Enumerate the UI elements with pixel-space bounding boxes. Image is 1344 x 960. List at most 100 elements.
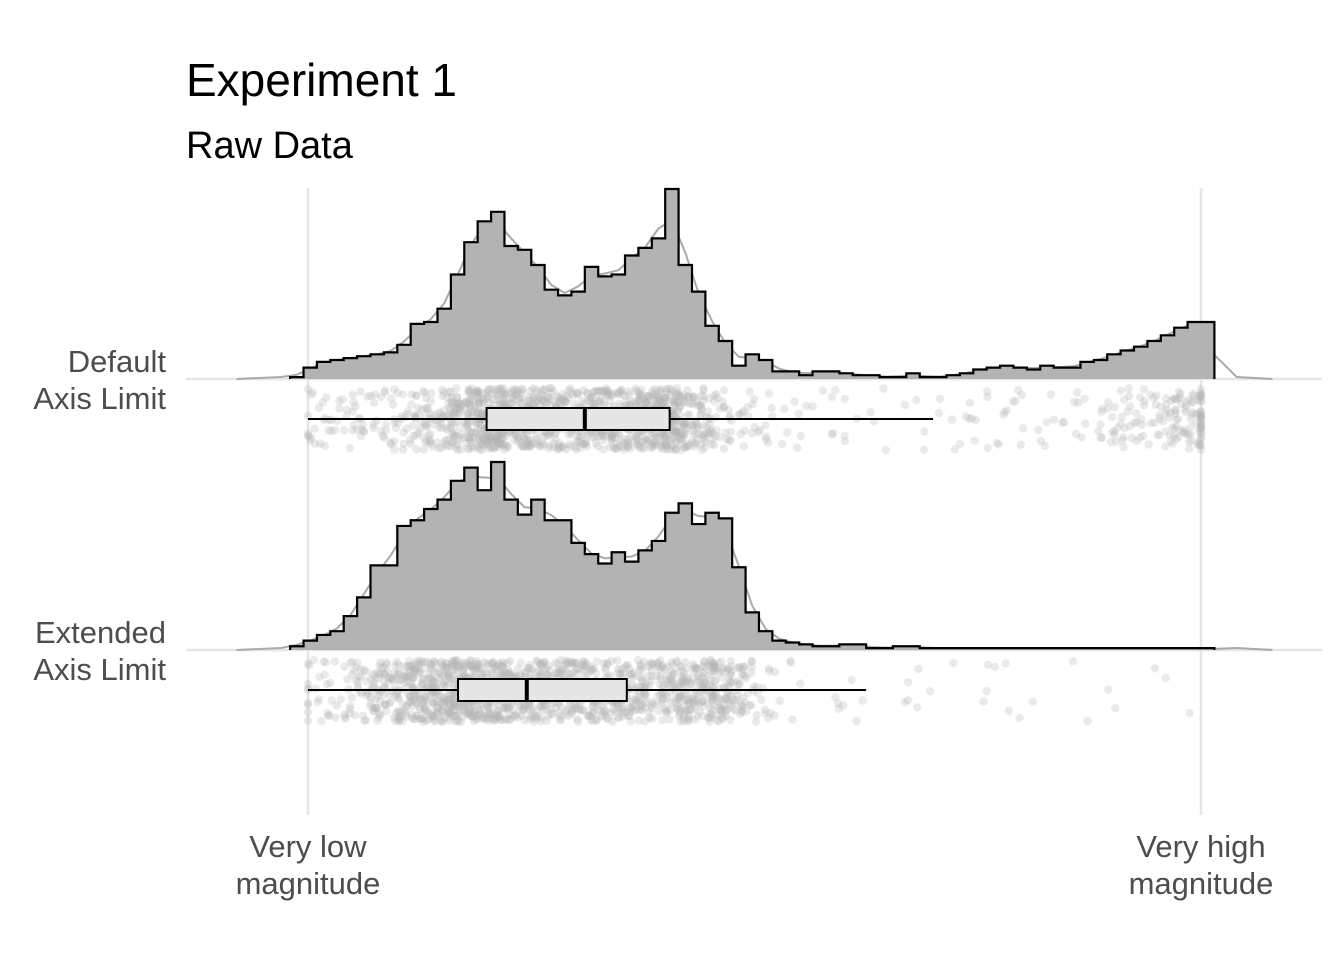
data-point — [520, 715, 529, 725]
x-tick-label-line: magnitude — [1129, 866, 1274, 901]
data-point — [401, 709, 410, 718]
data-point — [587, 393, 596, 402]
data-point — [468, 395, 477, 404]
data-point — [495, 438, 504, 448]
data-point — [358, 419, 367, 429]
data-point — [669, 434, 678, 444]
data-point — [570, 668, 579, 677]
data-point — [464, 710, 473, 719]
data-point — [476, 420, 486, 429]
data-point — [561, 707, 570, 716]
data-point — [369, 398, 379, 407]
data-point — [982, 686, 991, 696]
data-point — [373, 691, 383, 700]
raw-points — [303, 384, 1206, 455]
data-point — [381, 426, 391, 435]
data-point — [460, 662, 469, 672]
data-point — [386, 438, 395, 447]
data-point — [667, 444, 676, 454]
data-point — [407, 697, 416, 706]
data-point — [520, 702, 529, 711]
data-point — [632, 431, 641, 440]
data-point — [460, 418, 469, 427]
data-point — [600, 711, 610, 720]
data-point — [730, 698, 740, 707]
data-point — [1001, 659, 1010, 668]
data-point — [666, 671, 675, 681]
data-point — [708, 695, 717, 704]
data-point — [934, 408, 944, 418]
data-point — [532, 711, 541, 720]
data-point — [429, 711, 439, 720]
data-point — [444, 387, 454, 397]
data-point — [322, 393, 331, 402]
data-point — [477, 700, 487, 709]
data-point — [492, 441, 501, 450]
data-point — [1161, 427, 1170, 436]
data-point — [405, 692, 414, 701]
data-point — [660, 393, 669, 403]
data-point — [384, 677, 393, 687]
data-point — [1120, 395, 1129, 404]
data-point — [666, 682, 676, 691]
data-point — [528, 384, 538, 393]
data-point — [676, 709, 685, 719]
data-point — [441, 664, 451, 673]
data-point — [403, 406, 413, 416]
data-point — [749, 394, 759, 404]
data-point — [459, 667, 468, 676]
data-point — [405, 665, 415, 674]
data-point — [466, 437, 475, 447]
data-point — [490, 716, 499, 725]
data-point — [1046, 390, 1056, 399]
data-point — [422, 437, 432, 446]
data-point — [696, 698, 705, 707]
data-point — [405, 435, 414, 445]
data-point — [599, 708, 609, 717]
data-point — [399, 672, 409, 681]
data-point — [430, 420, 439, 429]
data-point — [656, 675, 666, 684]
data-point — [497, 670, 506, 679]
data-point — [641, 691, 651, 700]
data-point — [416, 659, 425, 668]
data-point — [303, 411, 313, 421]
data-point — [551, 659, 560, 668]
data-point — [525, 442, 535, 452]
data-point — [739, 693, 748, 702]
data-point — [1196, 428, 1206, 437]
data-point — [422, 695, 431, 704]
data-point — [592, 657, 601, 666]
data-point — [710, 397, 719, 406]
data-point — [600, 387, 610, 397]
data-point — [706, 681, 715, 690]
data-point — [513, 713, 522, 722]
data-point — [613, 388, 622, 398]
data-point — [482, 713, 491, 722]
data-point — [609, 705, 619, 714]
data-point — [1166, 409, 1175, 418]
data-point — [502, 669, 511, 678]
data-point — [450, 659, 459, 668]
data-point — [516, 670, 525, 679]
data-point — [710, 676, 719, 686]
data-point — [1187, 436, 1196, 445]
data-point — [314, 695, 324, 704]
data-point — [685, 441, 694, 450]
data-point — [631, 432, 640, 441]
data-point — [518, 432, 528, 441]
data-point — [709, 700, 719, 709]
data-point — [663, 430, 673, 439]
data-point — [1083, 716, 1092, 726]
data-point — [387, 673, 396, 682]
data-point — [415, 694, 424, 703]
data-point — [675, 402, 684, 412]
data-point — [555, 671, 564, 680]
data-point — [527, 702, 537, 712]
data-point — [707, 429, 717, 438]
data-point — [599, 387, 608, 396]
data-point — [676, 662, 685, 672]
data-point — [513, 437, 523, 446]
data-point — [517, 389, 526, 398]
